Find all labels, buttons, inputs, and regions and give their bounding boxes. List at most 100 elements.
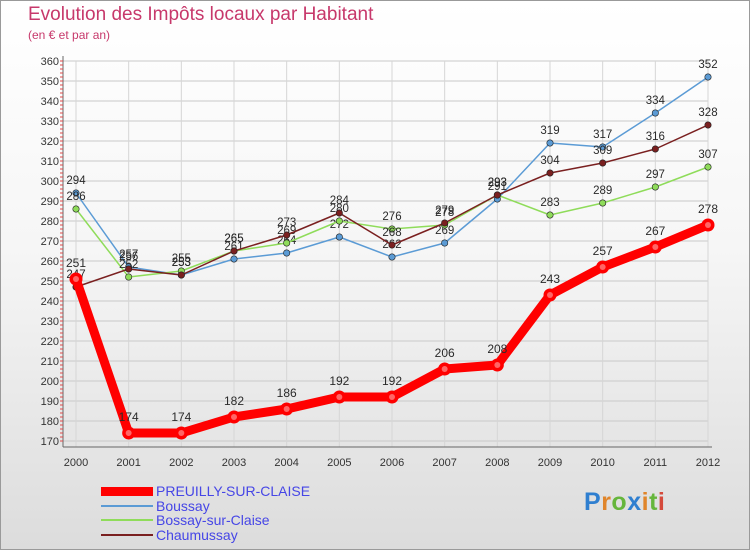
data-point-chaumussay bbox=[283, 231, 291, 239]
legend-swatch-boussay bbox=[101, 504, 153, 507]
y-tick-label-210: 210 bbox=[41, 356, 59, 368]
data-point-highlight-preuilly-sur-claise bbox=[125, 430, 132, 436]
data-label-preuilly-sur-claise: 243 bbox=[540, 272, 560, 286]
data-point-boussay bbox=[230, 255, 238, 263]
y-tick-label-350: 350 bbox=[41, 76, 59, 88]
data-label-bossay-sur-claise: 283 bbox=[540, 197, 559, 209]
proxiti-logo: Proxiti bbox=[584, 488, 666, 516]
data-point-boussay bbox=[283, 249, 291, 257]
data-label-chaumussay: 273 bbox=[277, 217, 296, 229]
data-point-boussay bbox=[388, 253, 396, 261]
data-label-chaumussay: 265 bbox=[224, 233, 243, 245]
data-point-chaumussay bbox=[441, 219, 449, 227]
data-point-chaumussay bbox=[493, 191, 501, 199]
data-point-highlight-preuilly-sur-claise bbox=[231, 414, 237, 420]
x-tick-label-2007: 2007 bbox=[432, 457, 456, 469]
data-point-chaumussay bbox=[335, 209, 343, 217]
x-tick-label-2003: 2003 bbox=[222, 457, 246, 469]
legend: PREUILLY-SUR-CLAISE Boussay Bossay-sur-C… bbox=[101, 484, 310, 542]
data-point-chaumussay bbox=[125, 265, 133, 273]
legend-label-bossay: Bossay-sur-Claise bbox=[156, 512, 270, 529]
data-point-chaumussay bbox=[704, 121, 712, 129]
data-label-boussay: 352 bbox=[698, 59, 717, 71]
x-tick-label-2000: 2000 bbox=[64, 457, 88, 469]
y-tick-label-220: 220 bbox=[41, 336, 59, 348]
data-label-preuilly-sur-claise: 192 bbox=[329, 374, 349, 388]
data-point-boussay bbox=[599, 143, 607, 151]
legend-item-preuilly[interactable]: PREUILLY-SUR-CLAISE bbox=[101, 484, 310, 499]
legend-swatch-preuilly bbox=[101, 486, 153, 496]
data-point-highlight-preuilly-sur-claise bbox=[441, 366, 448, 372]
x-tick-label-2010: 2010 bbox=[590, 457, 614, 469]
data-point-boussay bbox=[72, 189, 80, 197]
data-label-chaumussay: 268 bbox=[382, 227, 401, 239]
data-label-preuilly-sur-claise: 208 bbox=[487, 342, 507, 356]
data-label-preuilly-sur-claise: 192 bbox=[382, 374, 402, 388]
data-point-chaumussay bbox=[599, 159, 607, 167]
data-point-boussay bbox=[335, 233, 343, 241]
data-label-preuilly-sur-claise: 267 bbox=[645, 224, 665, 238]
legend-label-preuilly: PREUILLY-SUR-CLAISE bbox=[156, 483, 311, 500]
data-label-chaumussay: 328 bbox=[698, 107, 717, 119]
y-tick-label-270: 270 bbox=[41, 236, 59, 248]
data-label-preuilly-sur-claise: 257 bbox=[593, 244, 613, 258]
data-label-bossay-sur-claise: 307 bbox=[698, 149, 717, 161]
data-label-chaumussay: 256 bbox=[119, 251, 138, 263]
data-point-bossay-sur-claise bbox=[125, 273, 133, 281]
data-point-highlight-preuilly-sur-claise bbox=[494, 362, 501, 368]
data-label-chaumussay: 253 bbox=[172, 257, 191, 269]
data-label-boussay: 291 bbox=[488, 181, 507, 193]
data-label-boussay: 317 bbox=[593, 129, 612, 141]
data-point-highlight-preuilly-sur-claise bbox=[283, 406, 290, 412]
y-tick-label-230: 230 bbox=[41, 316, 59, 328]
x-tick-label-2008: 2008 bbox=[485, 457, 509, 469]
x-tick-label-2006: 2006 bbox=[380, 457, 404, 469]
y-tick-label-360: 360 bbox=[41, 56, 59, 68]
y-tick-label-250: 250 bbox=[41, 276, 59, 288]
data-label-chaumussay: 284 bbox=[330, 195, 350, 207]
legend-swatch-chaumussay bbox=[101, 533, 153, 536]
data-point-chaumussay bbox=[651, 145, 659, 153]
y-tick-label-340: 340 bbox=[41, 96, 59, 108]
y-tick-label-290: 290 bbox=[41, 196, 59, 208]
data-label-boussay: 269 bbox=[435, 225, 454, 237]
data-point-chaumussay bbox=[388, 241, 396, 249]
data-point-bossay-sur-claise bbox=[599, 199, 607, 207]
data-point-boussay bbox=[441, 239, 449, 247]
legend-item-chaumussay[interactable]: Chaumussay bbox=[101, 528, 310, 543]
data-label-bossay-sur-claise: 269 bbox=[277, 225, 296, 237]
data-label-chaumussay: 309 bbox=[593, 145, 612, 157]
legend-label-chaumussay: Chaumussay bbox=[156, 526, 238, 543]
data-label-chaumussay: 304 bbox=[540, 155, 560, 167]
y-tick-label-280: 280 bbox=[41, 216, 59, 228]
data-label-chaumussay: 293 bbox=[488, 177, 507, 189]
data-label-chaumussay: 279 bbox=[435, 205, 454, 217]
data-point-bossay-sur-claise bbox=[546, 211, 554, 219]
data-point-bossay-sur-claise bbox=[283, 239, 291, 247]
x-tick-label-2004: 2004 bbox=[274, 457, 298, 469]
data-label-preuilly-sur-claise: 206 bbox=[435, 346, 455, 360]
data-point-highlight-preuilly-sur-claise bbox=[73, 276, 79, 282]
y-tick-label-260: 260 bbox=[41, 256, 59, 268]
data-label-bossay-sur-claise: 286 bbox=[66, 191, 85, 203]
data-point-bossay-sur-claise bbox=[651, 183, 659, 191]
data-point-highlight-preuilly-sur-claise bbox=[336, 394, 343, 400]
data-label-bossay-sur-claise: 276 bbox=[382, 211, 401, 223]
data-label-boussay: 294 bbox=[66, 175, 86, 187]
legend-item-boussay[interactable]: Boussay bbox=[101, 499, 310, 514]
data-point-bossay-sur-claise bbox=[388, 225, 396, 233]
data-label-preuilly-sur-claise: 182 bbox=[224, 394, 244, 408]
x-tick-label-2001: 2001 bbox=[116, 457, 140, 469]
x-tick-label-2012: 2012 bbox=[696, 457, 720, 469]
data-label-bossay-sur-claise: 265 bbox=[224, 233, 243, 245]
x-tick-label-2011: 2011 bbox=[644, 457, 668, 469]
data-point-boussay bbox=[546, 139, 554, 147]
y-tick-label-180: 180 bbox=[41, 416, 59, 428]
y-tick-label-310: 310 bbox=[41, 156, 59, 168]
data-label-boussay: 253 bbox=[172, 257, 191, 269]
data-point-highlight-preuilly-sur-claise bbox=[178, 430, 185, 436]
data-point-bossay-sur-claise bbox=[72, 205, 80, 213]
legend-item-bossay[interactable]: Bossay-sur-Claise bbox=[101, 513, 310, 528]
